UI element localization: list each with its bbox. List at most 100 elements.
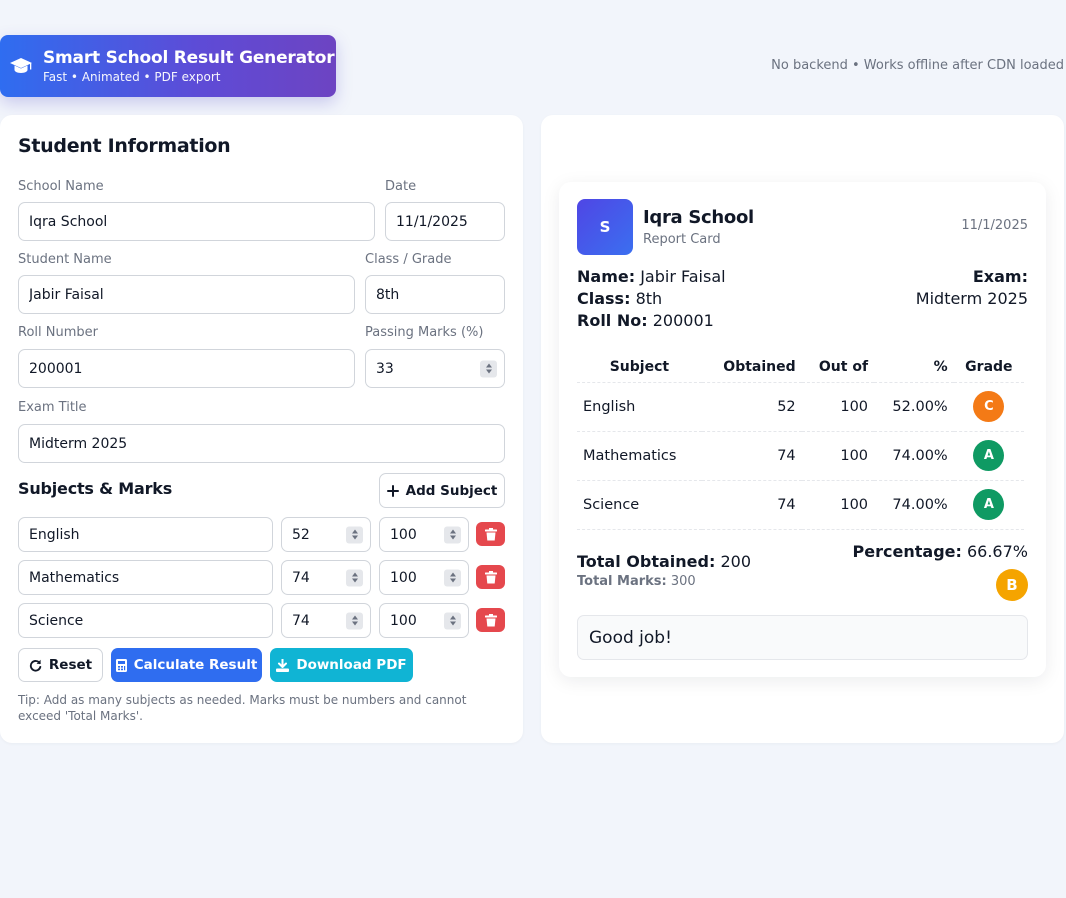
cell-obtained: 74 <box>701 479 802 530</box>
delete-subject-button[interactable] <box>476 522 505 546</box>
passing-marks-field <box>365 349 505 388</box>
stepper-icon[interactable] <box>346 569 363 586</box>
app-title: Smart School Result Generator <box>43 47 335 68</box>
total-marks-value: 300 <box>670 574 696 589</box>
refresh-icon <box>29 659 42 672</box>
tip-text: Tip: Add as many subjects as needed. Mar… <box>18 693 467 723</box>
cell-percent: 74.00% <box>874 430 954 480</box>
subject-name-input[interactable] <box>18 603 273 638</box>
subject-name-input[interactable] <box>18 560 273 595</box>
total-field <box>379 560 469 595</box>
name-label: Name: <box>577 267 636 286</box>
student-info-panel: Student Information School Name Date Stu… <box>0 115 523 743</box>
exam-title: Midterm 2025 <box>915 289 1028 308</box>
student-roll: 200001 <box>652 311 714 330</box>
calculate-result-button[interactable]: Calculate Result <box>111 648 262 682</box>
add-subject-label: Add Subject <box>405 482 498 499</box>
total-obtained-value: 200 <box>720 552 751 571</box>
graduation-cap-icon <box>10 58 32 73</box>
student-details: Name: Jabir Faisal Class: 8th Roll No: 2… <box>577 266 726 332</box>
roll-label: Roll No: <box>577 311 648 330</box>
panel-title: Student Information <box>18 135 231 157</box>
report-panel: S Iqra School Report Card 11/1/2025 Name… <box>541 115 1064 743</box>
col-obtained: Obtained <box>723 358 796 375</box>
student-name-label: Student Name <box>18 252 112 267</box>
school-name-input[interactable] <box>18 202 375 241</box>
total-marks-label: Total Marks: <box>577 574 667 589</box>
stepper-icon[interactable] <box>444 569 461 586</box>
student-name-input[interactable] <box>18 275 355 314</box>
app-header-banner: Smart School Result Generator Fast • Ani… <box>0 35 336 97</box>
cell-percent: 52.00% <box>874 381 954 431</box>
cell-percent: 74.00% <box>874 479 954 530</box>
obtained-field <box>281 603 371 638</box>
cell-outof: 100 <box>801 479 875 530</box>
trash-icon <box>484 570 497 583</box>
download-pdf-button[interactable]: Download PDF <box>270 648 413 682</box>
stepper-icon[interactable] <box>444 526 461 543</box>
plus-icon <box>386 484 399 497</box>
reset-button[interactable]: Reset <box>18 648 103 682</box>
report-school-name: Iqra School <box>643 207 754 228</box>
total-obtained: Total Obtained: 200 <box>577 552 751 571</box>
stepper-icon[interactable] <box>480 360 497 377</box>
percentage-value: 66.67% <box>966 542 1028 561</box>
overall-grade-badge: B <box>996 569 1028 601</box>
stepper-icon[interactable] <box>444 612 461 629</box>
reset-label: Reset <box>48 657 93 673</box>
percentage: Percentage: 66.67% <box>853 542 1028 561</box>
exam-title-label: Exam Title <box>18 400 87 415</box>
cell-obtained: 52 <box>701 381 802 431</box>
exam-details: Exam: Midterm 2025 <box>916 266 1028 310</box>
report-date: 11/1/2025 <box>961 218 1028 233</box>
results-table: Subject Obtained Out of % Grade English … <box>577 352 1024 530</box>
remark-box: Good job! <box>577 615 1028 660</box>
offline-note: No backend • Works offline after CDN loa… <box>771 58 1064 73</box>
grade-badge: C <box>973 391 1005 422</box>
col-outof: Out of <box>818 358 869 375</box>
total-field <box>379 517 469 552</box>
report-card: S Iqra School Report Card 11/1/2025 Name… <box>559 182 1046 677</box>
school-name-label: School Name <box>18 179 104 194</box>
obtained-field <box>281 560 371 595</box>
class-label: Class / Grade <box>365 252 452 267</box>
date-input[interactable] <box>385 202 505 241</box>
date-label: Date <box>385 179 417 194</box>
table-header: Subject Obtained Out of % Grade <box>577 352 1024 382</box>
school-logo: S <box>577 199 633 255</box>
subjects-heading: Subjects & Marks <box>18 479 173 498</box>
col-percent: % <box>933 358 948 375</box>
cell-obtained: 74 <box>701 430 802 480</box>
cell-subject: Mathematics <box>577 430 702 480</box>
percentage-label: Percentage: <box>852 542 962 561</box>
stepper-icon[interactable] <box>346 612 363 629</box>
calculate-label: Calculate Result <box>133 657 258 673</box>
trash-icon <box>484 527 497 540</box>
student-name: Jabir Faisal <box>640 267 726 286</box>
report-type: Report Card <box>643 232 721 247</box>
cell-outof: 100 <box>801 381 875 431</box>
passing-marks-label: Passing Marks (%) <box>365 325 484 340</box>
download-label: Download PDF <box>296 657 407 673</box>
roll-number-input[interactable] <box>18 349 355 388</box>
class-input[interactable] <box>365 275 505 314</box>
calculator-icon <box>115 658 127 672</box>
cell-subject: Science <box>577 479 702 530</box>
delete-subject-button[interactable] <box>476 565 505 589</box>
download-icon <box>276 658 290 672</box>
total-field <box>379 603 469 638</box>
trash-icon <box>484 613 497 626</box>
class-label: Class: <box>577 289 631 308</box>
obtained-field <box>281 517 371 552</box>
stepper-icon[interactable] <box>346 526 363 543</box>
total-marks: Total Marks: 300 <box>577 574 696 589</box>
exam-title-input[interactable] <box>18 424 505 463</box>
add-subject-button[interactable]: Add Subject <box>379 473 505 508</box>
total-obtained-label: Total Obtained: <box>577 552 716 571</box>
roll-number-label: Roll Number <box>18 325 98 340</box>
grade-badge: A <box>973 440 1005 471</box>
subject-name-input[interactable] <box>18 517 273 552</box>
student-class: 8th <box>635 289 663 308</box>
table-row: Science 74 100 74.00% A <box>577 479 1024 530</box>
delete-subject-button[interactable] <box>476 608 505 632</box>
